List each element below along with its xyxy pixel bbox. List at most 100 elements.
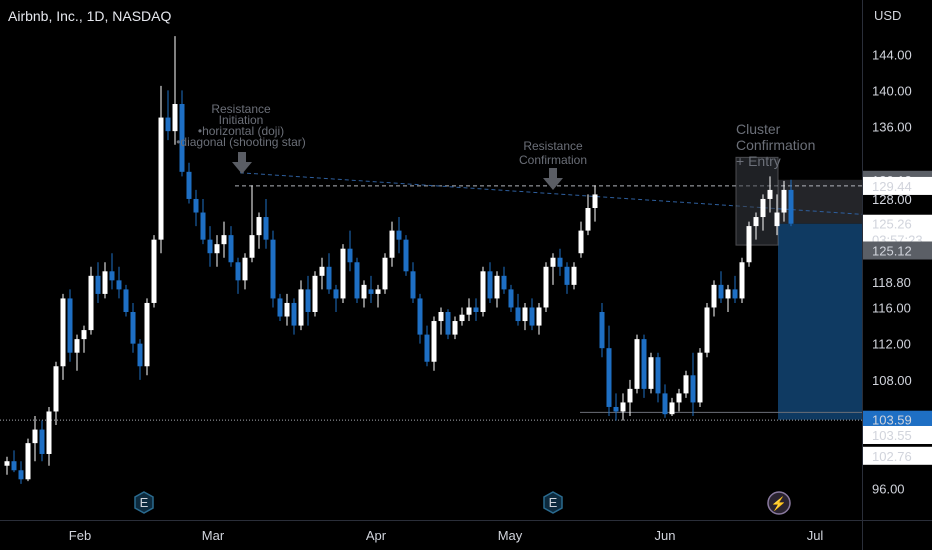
- candle: [788, 179, 794, 227]
- dividend-badge: [767, 491, 791, 515]
- candle-body: [123, 289, 129, 312]
- candle-body: [347, 248, 353, 263]
- candle-body: [4, 461, 10, 466]
- candle: [564, 262, 570, 294]
- candle: [221, 221, 227, 258]
- candle-body: [165, 117, 171, 132]
- candle-body: [767, 189, 773, 199]
- candle-body: [508, 289, 514, 308]
- candle-body: [732, 289, 738, 299]
- candle-body: [739, 262, 745, 299]
- candle-body: [557, 257, 563, 267]
- candle: [473, 298, 479, 322]
- candle: [410, 262, 416, 303]
- candle: [326, 253, 332, 294]
- candle-body: [382, 257, 388, 290]
- candle: [319, 257, 325, 290]
- candle-body: [683, 375, 689, 394]
- candle-body: [326, 266, 332, 290]
- candle-body: [648, 357, 654, 389]
- candle-body: [487, 271, 493, 299]
- price-label-bg: [863, 446, 932, 465]
- candle: [480, 266, 486, 317]
- candle-body: [718, 284, 724, 299]
- candle-body: [74, 339, 80, 353]
- y-tick-label: 112.00: [872, 337, 911, 352]
- candle: [249, 185, 255, 263]
- x-tick-label: May: [498, 528, 523, 543]
- candle-body: [564, 266, 570, 285]
- candle: [305, 275, 311, 326]
- candle: [522, 302, 528, 331]
- price-label: 103.59: [872, 413, 912, 428]
- candle-body: [410, 271, 416, 299]
- candle-body: [116, 280, 122, 290]
- candle: [277, 293, 283, 322]
- candle: [389, 221, 395, 267]
- candle-body: [585, 208, 591, 231]
- candle: [585, 194, 591, 236]
- candle: [515, 293, 521, 326]
- candle-body: [592, 194, 598, 208]
- candle-body: [186, 171, 192, 199]
- candle: [718, 271, 724, 303]
- dividend-marker: [767, 491, 791, 515]
- candle-body: [263, 217, 269, 240]
- candle-body: [18, 470, 24, 480]
- candle: [179, 90, 185, 177]
- candle-body: [333, 289, 339, 299]
- candle-body: [39, 429, 45, 454]
- candle-body: [676, 393, 682, 403]
- candle: [39, 420, 45, 462]
- candle-body: [298, 289, 304, 326]
- lightning-icon: ⚡: [771, 496, 787, 512]
- confirmation-arrow-shaft: [549, 168, 557, 178]
- currency-label: USD: [874, 8, 901, 23]
- candle: [263, 198, 269, 249]
- candle-body: [88, 275, 94, 331]
- price-label: 129.44: [872, 179, 912, 194]
- candle: [578, 221, 584, 258]
- candle-body: [291, 302, 297, 326]
- earnings-marker: [134, 491, 154, 514]
- candle: [669, 397, 675, 416]
- candle-body: [179, 104, 185, 172]
- candle: [53, 361, 59, 426]
- candle-body: [655, 357, 661, 394]
- candle: [347, 230, 353, 272]
- cluster-entry-label: Confirmation: [736, 137, 815, 153]
- candle-body: [81, 330, 87, 340]
- candle-body: [459, 314, 465, 322]
- x-tick-label: Feb: [69, 528, 91, 543]
- x-tick-label: Jul: [807, 528, 824, 543]
- candle: [312, 271, 318, 317]
- price-label: 103.55: [872, 428, 912, 443]
- candle: [571, 262, 577, 290]
- cluster-entry-label: Cluster: [736, 121, 781, 137]
- candle: [284, 293, 290, 326]
- candle-body: [662, 393, 668, 415]
- candle: [767, 176, 773, 213]
- candle: [606, 325, 612, 416]
- candle: [375, 284, 381, 308]
- candle: [4, 456, 10, 475]
- candle-body: [172, 104, 178, 132]
- y-tick-label: 144.00: [872, 47, 912, 62]
- candle: [158, 85, 164, 254]
- candle: [683, 370, 689, 398]
- candle: [459, 307, 465, 326]
- candle: [123, 284, 129, 317]
- candle-body: [151, 239, 157, 303]
- candle: [403, 235, 409, 276]
- candle: [648, 352, 654, 394]
- candle-body: [494, 275, 500, 299]
- candle-body: [95, 275, 101, 294]
- candle-body: [403, 239, 409, 272]
- candle-body: [193, 198, 199, 213]
- candle: [88, 266, 94, 335]
- candle-body: [137, 343, 143, 367]
- chart-title: Airbnb, Inc., 1D, NASDAQ: [8, 8, 172, 24]
- candle: [333, 284, 339, 312]
- candle: [725, 284, 731, 312]
